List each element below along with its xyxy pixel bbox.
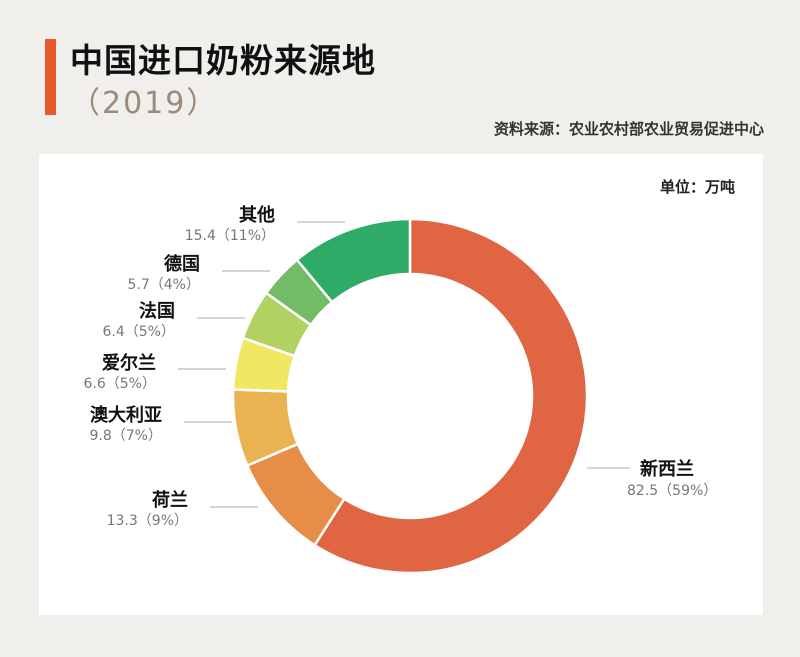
slice-label-name: 德国 bbox=[164, 253, 200, 275]
slice-label-value: 82.5（59%） bbox=[627, 483, 717, 499]
slice-label-value: 15.4（11%） bbox=[185, 228, 275, 244]
chart-year: （2019） bbox=[70, 86, 219, 121]
chart-title: 中国进口奶粉来源地 bbox=[70, 41, 376, 80]
slice-label-name: 其他 bbox=[239, 204, 275, 226]
pie-slice-1 bbox=[312, 217, 589, 575]
slice-label-name: 爱尔兰 bbox=[102, 352, 156, 374]
title-accent-bar bbox=[45, 39, 56, 115]
slice-label-value: 6.4（5%） bbox=[103, 324, 175, 340]
unit-label: 单位：万吨 bbox=[659, 178, 735, 196]
slice-label-value: 6.6（5%） bbox=[84, 376, 156, 392]
slice-label-name: 澳大利亚 bbox=[90, 404, 162, 426]
slice-label-value: 9.8（7%） bbox=[90, 428, 162, 444]
data-source: 资料来源：农业农村部农业贸易促进中心 bbox=[493, 120, 764, 138]
slice-label-value: 13.3（9%） bbox=[107, 513, 188, 529]
slice-label-name: 荷兰 bbox=[152, 489, 188, 511]
pie-slice-7 bbox=[295, 217, 412, 304]
slice-label-name: 法国 bbox=[139, 300, 175, 322]
slice-label-name: 新西兰 bbox=[640, 458, 694, 480]
slice-label-value: 5.7（4%） bbox=[128, 277, 200, 293]
